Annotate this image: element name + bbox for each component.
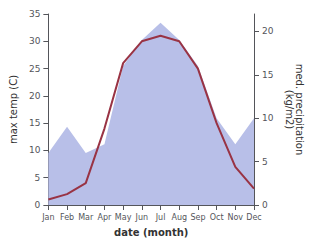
svg-text:Jan: Jan — [41, 213, 54, 222]
svg-text:May: May — [115, 213, 132, 222]
svg-text:Jul: Jul — [155, 213, 166, 222]
svg-text:Feb: Feb — [60, 213, 74, 222]
svg-text:med. precipitation: med. precipitation — [293, 63, 305, 156]
svg-text:Apr: Apr — [98, 213, 113, 222]
svg-text:max temp (C): max temp (C) — [8, 75, 19, 144]
svg-text:Oct: Oct — [210, 213, 224, 222]
svg-text:Jun: Jun — [135, 213, 149, 222]
svg-text:5: 5 — [262, 157, 268, 167]
svg-text:10: 10 — [262, 113, 274, 123]
svg-text:10: 10 — [29, 145, 41, 155]
svg-text:0: 0 — [35, 200, 41, 210]
svg-text:25: 25 — [29, 64, 40, 74]
svg-text:Mar: Mar — [78, 213, 94, 222]
svg-text:20: 20 — [262, 26, 274, 36]
svg-text:Aug: Aug — [171, 213, 187, 222]
svg-text:30: 30 — [29, 36, 41, 46]
svg-text:35: 35 — [29, 9, 40, 19]
svg-text:20: 20 — [29, 91, 41, 101]
svg-text:5: 5 — [35, 173, 41, 183]
svg-text:Sep: Sep — [190, 213, 205, 222]
svg-text:date (month): date (month) — [114, 227, 188, 238]
svg-text:15: 15 — [29, 118, 40, 128]
svg-text:Dec: Dec — [246, 213, 261, 222]
svg-text:Nov: Nov — [227, 213, 243, 222]
svg-text:0: 0 — [262, 200, 268, 210]
svg-text:15: 15 — [262, 70, 273, 80]
svg-text:(kg/m2): (kg/m2) — [284, 90, 295, 130]
